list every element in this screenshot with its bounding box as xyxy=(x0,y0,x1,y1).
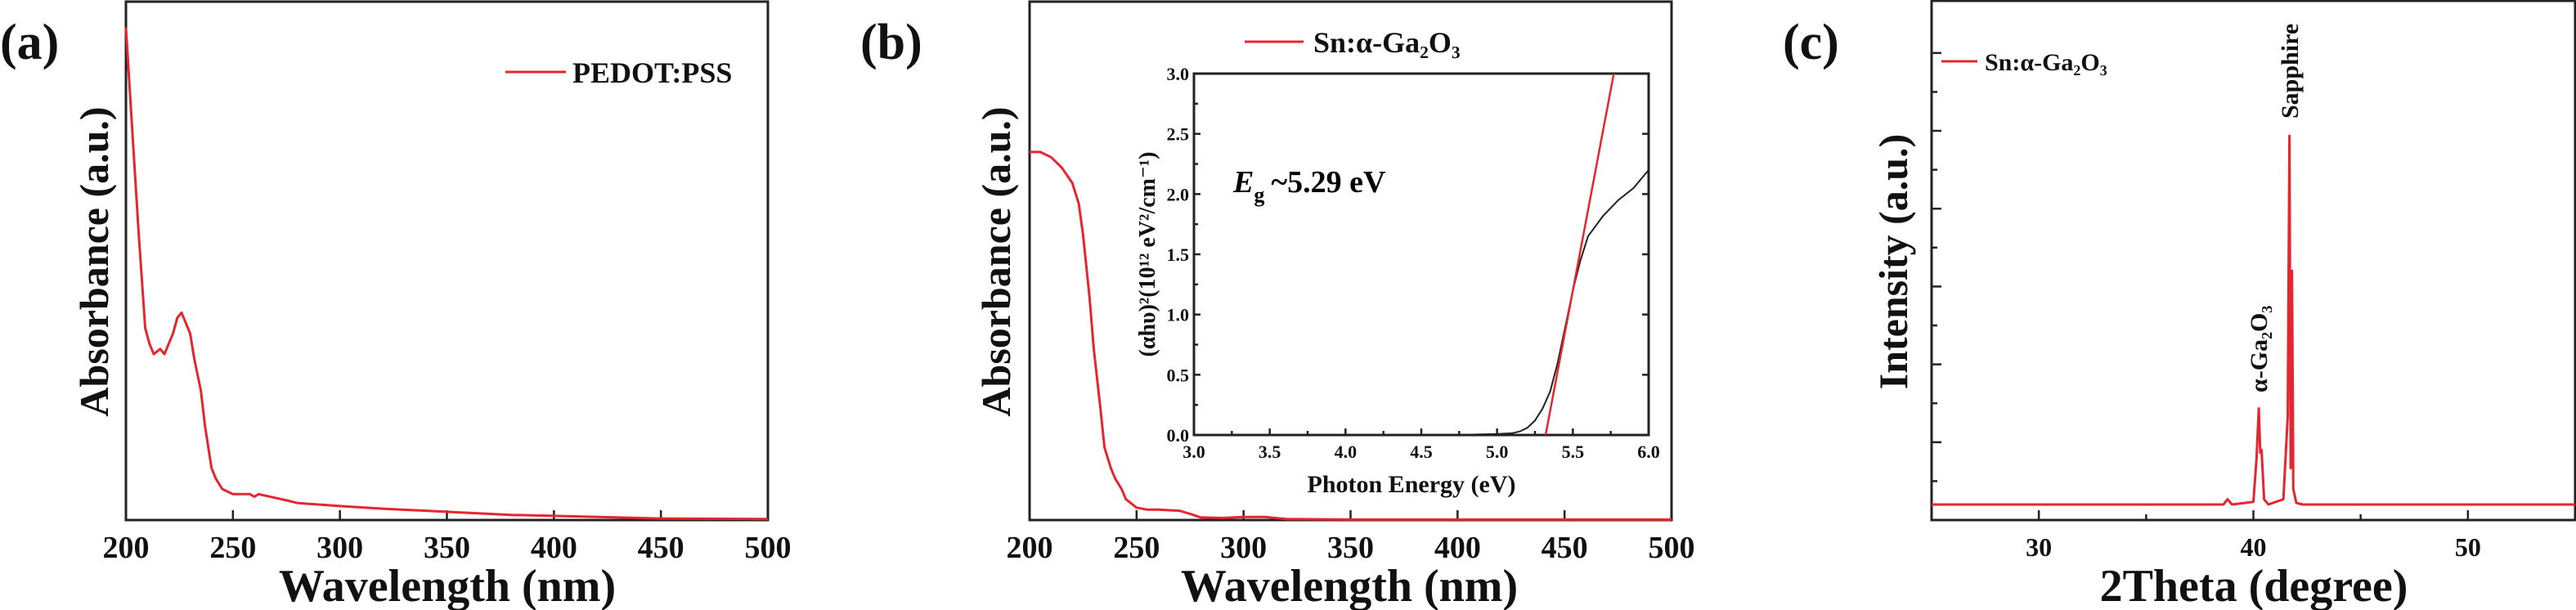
x-axis-title: Wavelength (nm) xyxy=(279,561,616,610)
peak-label-ga2o3: α-Ga₂O₃ xyxy=(2246,306,2273,392)
y-axis-title: Absorbance (a.u.) xyxy=(973,106,1019,416)
x-tick-label: 50 xyxy=(2455,532,2481,562)
panel-c: (c) 30 40 50 Sn:α-Ga₂O₃ α-Ga₂O₃ Sapphire 2… xyxy=(1783,0,2576,610)
x-tick-label: 450 xyxy=(638,531,684,565)
inset-x-tick-label: 3.0 xyxy=(1183,442,1205,462)
x-tick-label: 250 xyxy=(1113,531,1160,565)
panel-b: (b) 200 250 300 350 400 450 500 Sn:α-Ga₂O₃ Wav… xyxy=(860,0,1695,610)
plot-frame xyxy=(1930,0,2576,522)
inset-x-axis-title: Photon Energy (eV) xyxy=(1308,471,1516,498)
x-tick-label: 300 xyxy=(316,531,363,565)
bandgap-annotation: Eg ~5.29 eV xyxy=(1232,165,1386,207)
y-axis-title: Absorbance (a.u.) xyxy=(71,106,117,416)
x-tick-label: 250 xyxy=(209,531,256,565)
legend-label: PEDOT:PSS xyxy=(572,56,732,89)
x-axis-title: 2Theta (degree) xyxy=(2100,561,2408,610)
panel-label: (a) xyxy=(0,15,59,70)
series-line-xrd xyxy=(1932,134,2575,506)
inset-y-tick-label: 2.5 xyxy=(1167,124,1190,145)
legend-label: Sn:α-Ga₂O₃ xyxy=(1985,49,2107,76)
inset-plot: 3.0 3.5 4.0 4.5 5.0 5.5 6.0 0.0 0.5 1.0 1.5 2.0 2.5 3… xyxy=(1135,64,1660,498)
inset-y-tick-label: 3.0 xyxy=(1167,64,1190,84)
x-axis-title: Wavelength (nm) xyxy=(1181,561,1518,610)
inset-x-tick-label: 6.0 xyxy=(1637,442,1660,462)
x-tick-label: 400 xyxy=(1434,531,1481,565)
x-tick-label: 350 xyxy=(424,531,470,565)
inset-y-tick-label: 0.5 xyxy=(1167,365,1190,385)
inset-y-tick-label: 0.0 xyxy=(1167,425,1190,446)
x-tick-label: 40 xyxy=(2241,532,2267,562)
legend-label: Sn:α-Ga₂O₃ xyxy=(1313,26,1461,59)
x-tick-label: 400 xyxy=(531,531,577,565)
inset-x-tick-label: 5.0 xyxy=(1486,442,1509,462)
inset-x-tick-label: 3.5 xyxy=(1259,442,1281,462)
inset-x-tick-label: 4.0 xyxy=(1335,442,1358,462)
peak-label-sapphire: Sapphire xyxy=(2277,24,2304,119)
panel-label: (b) xyxy=(860,15,922,70)
y-axis-title: Intensity (a.u.) xyxy=(1870,134,1916,390)
series-line-pedot-pss xyxy=(124,27,769,521)
x-tick-label: 200 xyxy=(1007,531,1053,565)
panel-label: (c) xyxy=(1783,15,1839,70)
series-line-sn-ga2o3 xyxy=(1030,150,1672,521)
inset-x-tick-label: 4.5 xyxy=(1410,442,1433,462)
inset-curve xyxy=(1194,169,1649,436)
inset-y-tick-label: 1.0 xyxy=(1167,305,1190,325)
inset-y-tick-label: 1.5 xyxy=(1167,244,1190,265)
x-tick-label: 200 xyxy=(103,531,150,565)
x-tick-label: 500 xyxy=(745,531,792,565)
inset-y-axis-title: (αhυ)²(10¹² eV²/cm⁻¹) xyxy=(1135,152,1160,357)
inset-y-tick-label: 2.0 xyxy=(1167,184,1190,204)
x-tick-label: 350 xyxy=(1327,531,1374,565)
inset-fit-line xyxy=(1544,73,1615,436)
x-tick-label: 30 xyxy=(2026,532,2052,562)
x-tick-label: 450 xyxy=(1542,531,1588,565)
panel-a: (a) 200 250 300 350 400 450 500 PEDOT:PSS Wave… xyxy=(0,0,792,610)
x-tick-label: 300 xyxy=(1220,531,1267,565)
x-tick-label: 500 xyxy=(1649,531,1695,565)
inset-x-tick-label: 5.5 xyxy=(1562,442,1585,462)
